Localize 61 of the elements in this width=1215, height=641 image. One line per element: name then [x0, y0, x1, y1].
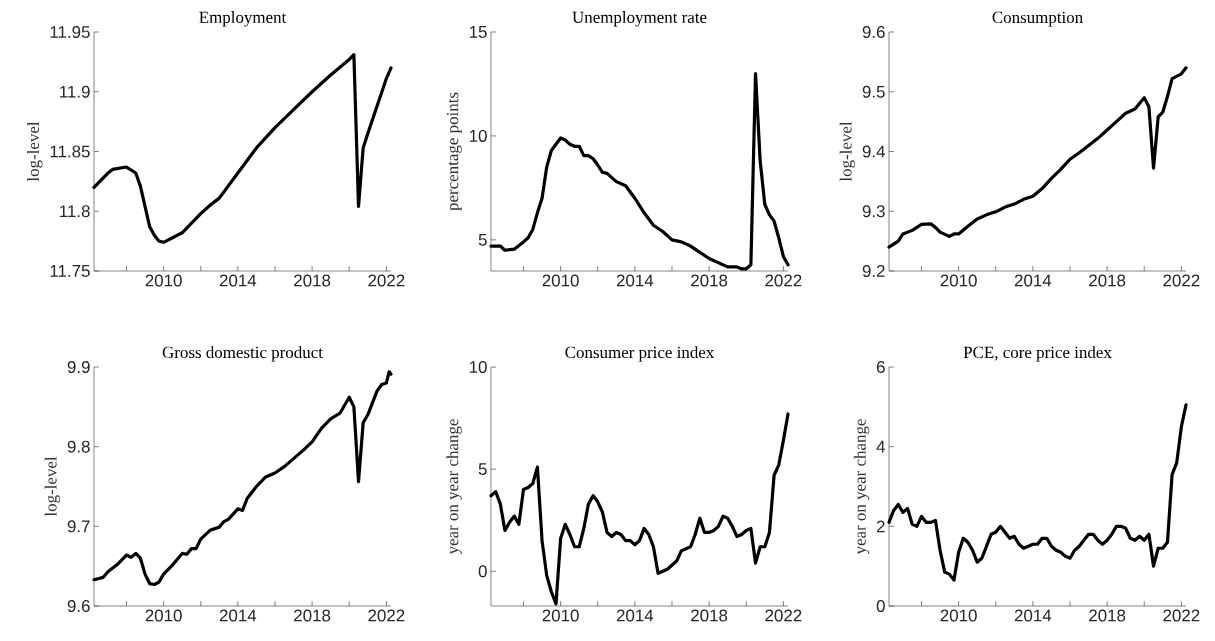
x-tick-label: 2018 — [1089, 274, 1126, 287]
y-tick-label: 10 — [469, 361, 487, 374]
y-tick-label: 5 — [478, 233, 487, 246]
x-tick-label: 2014 — [616, 609, 654, 622]
chart-title: Consumption — [992, 11, 1083, 27]
chart-title: Gross domestic product — [162, 346, 323, 362]
y-tick-label: 5 — [478, 463, 487, 476]
x-tick-label: 2014 — [1014, 274, 1052, 287]
y-tick-label: 4 — [876, 440, 885, 453]
x-tick-label: 2010 — [940, 274, 977, 287]
y-tick-label: 9.8 — [67, 440, 90, 453]
x-tick-label: 2022 — [1163, 609, 1200, 622]
y-tick-label: 11.75 — [50, 265, 90, 277]
x-tick-label: 2022 — [765, 609, 802, 622]
x-tick-label: 2022 — [765, 274, 802, 287]
x-tick-label: 2014 — [616, 274, 654, 287]
chart-title: Consumer price index — [565, 346, 715, 362]
x-tick-label: 2022 — [1163, 274, 1200, 287]
y-tick-label: 9.2 — [862, 265, 885, 277]
y-tick-label: 9.6 — [67, 600, 90, 613]
y-tick-label: 2 — [876, 520, 885, 533]
y-tick-label: 9.5 — [862, 85, 885, 98]
x-tick-label: 2018 — [691, 274, 728, 287]
x-tick-label: 2022 — [368, 274, 405, 287]
x-tick-label: 2010 — [542, 609, 579, 622]
y-tick-label: 0 — [478, 565, 487, 578]
y-tick-label: 9.7 — [67, 520, 90, 533]
y-axis-title: log-level — [27, 121, 43, 182]
x-tick-label: 2018 — [294, 274, 331, 287]
y-axis-title: year on year change — [446, 419, 462, 555]
x-tick-label: 2010 — [542, 274, 579, 287]
line-series — [887, 66, 1188, 249]
y-tick-label: 11.95 — [50, 26, 90, 38]
x-tick-label: 2022 — [368, 609, 405, 622]
y-tick-label: 9.3 — [862, 205, 885, 218]
x-tick-label: 2014 — [1014, 609, 1052, 622]
chart-title: Unemployment rate — [572, 11, 707, 27]
y-tick-label: 11.8 — [60, 205, 90, 218]
y-tick-label: 9.4 — [862, 145, 885, 158]
y-axis-title: log-level — [44, 456, 61, 517]
x-tick-label: 2018 — [294, 609, 331, 622]
x-tick-label: 2014 — [219, 609, 257, 622]
x-tick-label: 2018 — [1089, 609, 1126, 622]
y-tick-label: 0 — [876, 600, 885, 613]
y-axis-title: log-level — [839, 121, 856, 182]
y-tick-label: 6 — [876, 361, 885, 374]
x-tick-label: 2014 — [219, 274, 257, 287]
y-axis-title: percentage points — [446, 92, 462, 211]
y-axis-title: year on year change — [853, 419, 870, 555]
chart-title: Employment — [199, 11, 287, 27]
y-tick-label: 15 — [469, 26, 487, 38]
y-tick-label: 9.9 — [67, 361, 90, 374]
y-tick-label: 10 — [469, 129, 487, 142]
x-tick-label: 2010 — [145, 274, 182, 287]
x-tick-label: 2010 — [940, 609, 977, 622]
x-tick-label: 2010 — [145, 609, 182, 622]
chart-title: PCE, core price index — [963, 346, 1112, 362]
y-tick-label: 9.6 — [862, 26, 885, 38]
y-tick-label: 11.9 — [60, 85, 90, 98]
x-tick-label: 2018 — [691, 609, 728, 622]
y-tick-label: 11.85 — [50, 145, 90, 158]
